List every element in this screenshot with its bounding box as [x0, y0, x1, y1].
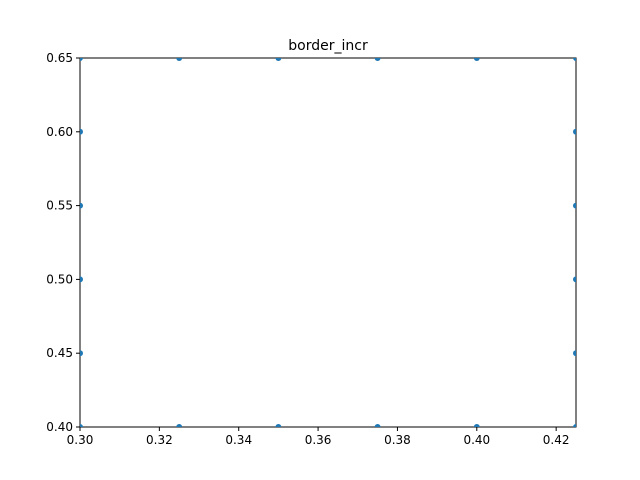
x-tick-label: 0.36	[305, 433, 332, 447]
data-point	[80, 424, 83, 427]
data-point	[374, 424, 381, 427]
data-point	[573, 202, 576, 209]
data-point	[573, 350, 576, 357]
x-tick-label: 0.40	[463, 433, 490, 447]
x-tick-label: 0.34	[225, 433, 252, 447]
data-point	[176, 58, 183, 61]
data-point	[573, 58, 576, 61]
axes-frame	[79, 57, 577, 428]
data-point	[176, 424, 183, 427]
data-point	[573, 424, 576, 427]
y-tick-label: 0.45	[46, 346, 73, 360]
x-tick-label: 0.32	[146, 433, 173, 447]
y-tick-label: 0.40	[46, 420, 73, 434]
data-point	[275, 424, 282, 427]
chart-title: border_incr	[288, 38, 368, 54]
data-point	[473, 58, 480, 61]
data-point	[80, 58, 83, 61]
data-point	[473, 424, 480, 427]
x-tick-label: 0.42	[543, 433, 570, 447]
data-point	[80, 202, 83, 209]
y-tick-label: 0.50	[46, 272, 73, 286]
x-tick-label: 0.38	[384, 433, 411, 447]
data-points	[80, 58, 576, 427]
y-tick-label: 0.65	[46, 51, 73, 65]
data-point	[80, 276, 83, 283]
y-tick-label: 0.55	[46, 199, 73, 213]
plot-area: 0.30 0.32 0.34 0.36 0.38 0.40 0.42 0.40 0.45 0.50…	[46, 51, 577, 447]
y-tick-label: 0.60	[46, 125, 73, 139]
data-point	[573, 128, 576, 135]
data-point	[80, 128, 83, 135]
data-point	[80, 350, 83, 357]
data-point	[374, 58, 381, 61]
data-point	[573, 276, 576, 283]
data-point	[275, 58, 282, 61]
x-tick-label: 0.30	[67, 433, 94, 447]
